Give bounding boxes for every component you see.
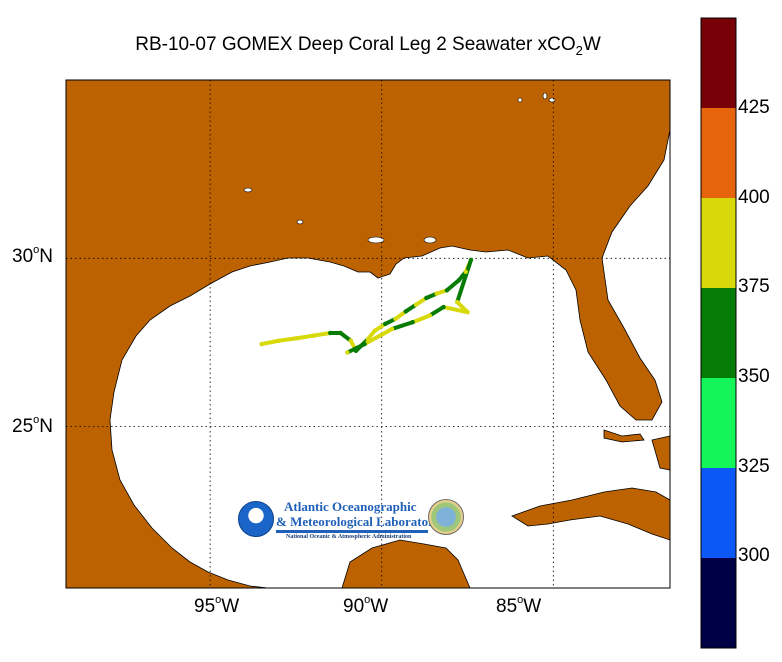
title-subscript: 2 [575, 42, 583, 58]
track-point [468, 257, 474, 263]
land-yucatan [341, 539, 471, 589]
track-segment [444, 278, 461, 293]
colorbar-bin [701, 468, 736, 558]
title-main: RB-10-07 GOMEX Deep Coral Leg 2 Seawater… [135, 34, 576, 55]
colorbar-label-375: 375 [738, 276, 770, 297]
y-tick-30n: 30oN [12, 244, 53, 267]
lake [243, 187, 253, 193]
track-point [345, 350, 350, 355]
track-point [353, 348, 359, 354]
track-point [259, 341, 264, 347]
track-point [338, 330, 343, 336]
track-point [372, 328, 378, 333]
track-point [328, 330, 333, 336]
track-segment [362, 326, 395, 347]
noaa-emblem-icon [238, 501, 274, 537]
lake [296, 219, 304, 225]
track-segment [410, 313, 432, 325]
y-tick-25n: 25oN [12, 414, 53, 437]
logo-line-2: & Meteorological Laboratory [276, 514, 441, 529]
track-segment [259, 338, 281, 347]
land-north-america [65, 79, 671, 589]
map-frame [65, 79, 671, 589]
logo-line-3: National Oceanic & Atmospheric Administr… [286, 534, 412, 540]
track-point [427, 313, 432, 318]
colorbar-label-400: 400 [738, 187, 770, 208]
track-point [310, 333, 316, 338]
x-tick-90w: 90oW [343, 594, 389, 617]
aoml-logo: Atlantic Oceanographic & Meteorological … [236, 497, 466, 543]
ship-track [259, 257, 474, 355]
track-point [463, 269, 469, 274]
track-point [434, 291, 439, 296]
colorbar-bin [701, 558, 736, 648]
colorbar-bin [701, 378, 736, 468]
track-segment [293, 333, 316, 341]
track-point [393, 316, 398, 322]
land-masses [65, 79, 671, 589]
track-segment [427, 305, 446, 318]
track-point [441, 304, 446, 310]
x-tick-85w: 85oW [496, 594, 542, 617]
colorbar-label-325: 325 [738, 456, 770, 477]
lake [548, 97, 556, 103]
track-point [348, 338, 354, 343]
aoml-globe-icon [428, 499, 464, 535]
colorbar-bin [701, 108, 736, 198]
track-segment [441, 305, 470, 315]
lake [367, 236, 385, 244]
track-point [456, 277, 462, 283]
track-point [465, 309, 470, 315]
logo-rule [276, 530, 428, 533]
track-point [424, 295, 429, 301]
track-segment [276, 336, 298, 343]
colorbar-frame [700, 17, 737, 649]
colorbar-label-300: 300 [738, 545, 770, 566]
colorbar-bin [701, 18, 736, 108]
track-point [276, 338, 281, 343]
track-segment [390, 320, 415, 331]
colorbar-label-350: 350 [738, 366, 770, 387]
colorbar [700, 17, 737, 649]
colorbar-label-425: 425 [738, 97, 770, 118]
track-point [293, 336, 299, 341]
track-point [365, 336, 371, 342]
track-point [389, 326, 395, 332]
graticule [66, 80, 670, 588]
track-point [413, 302, 419, 307]
lake [542, 92, 548, 100]
track-segment [345, 342, 367, 355]
lake [517, 97, 523, 103]
colorbar-bin [701, 198, 736, 288]
track-point [410, 320, 415, 325]
track-segment [311, 330, 333, 338]
colorbar-bin [701, 288, 736, 378]
logo-line-1: Atlantic Oceanographic [284, 499, 417, 514]
track-point [382, 321, 388, 327]
track-point [362, 341, 367, 347]
track-point [444, 288, 450, 293]
lake [423, 236, 437, 244]
x-tick-95w: 95oW [194, 594, 240, 617]
track-point [455, 299, 460, 305]
title-suffix: W [582, 34, 601, 55]
map-title: RB-10-07 GOMEX Deep Coral Leg 2 Seawater… [66, 34, 670, 58]
land-florida-keys [603, 429, 645, 443]
track-segment [455, 257, 473, 305]
track-point [403, 309, 408, 314]
